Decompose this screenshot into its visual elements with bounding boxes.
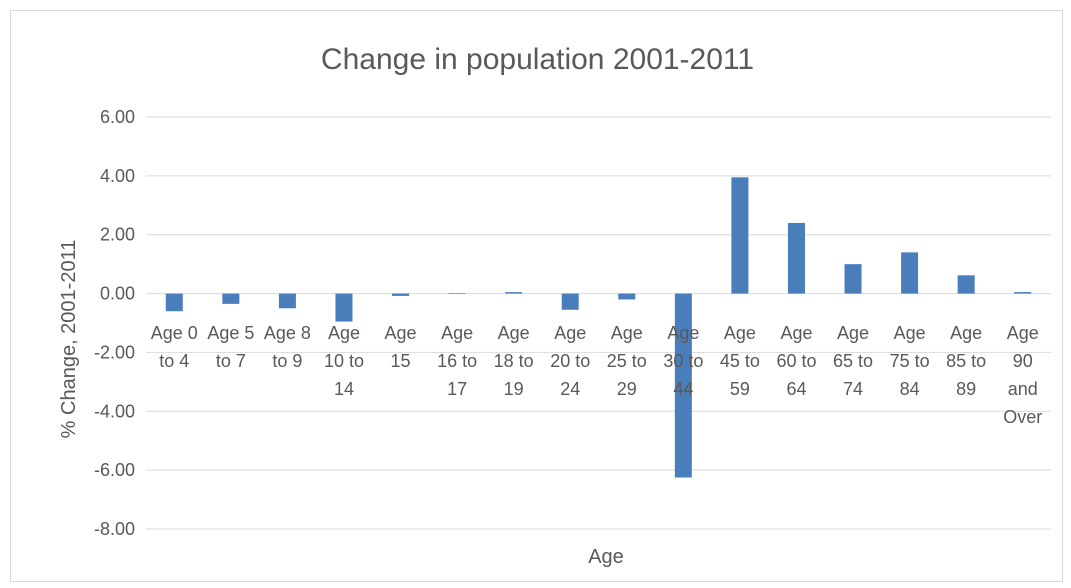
x-category-label: Age 90 and Over	[1003, 323, 1042, 427]
y-axis-label: % Change, 2001-2011	[58, 240, 80, 439]
y-axis-tick-labels: 6.00 4.00 2.00 0.00 -2.00 -4.00 -6.00 -8.00	[94, 107, 135, 539]
x-category-label-line: 20 to	[550, 351, 590, 371]
chart-title: Change in population 2001-2011	[321, 43, 754, 76]
x-category-label-line: 15	[391, 351, 411, 371]
bar-chart: Change in population 2001-2011 6.00 4.00 2…	[58, 43, 1051, 568]
x-category-label: Age 8 to 9	[264, 323, 311, 371]
x-category-label-line: 30 to	[663, 351, 703, 371]
x-category-label-line: Age	[837, 323, 869, 343]
bar	[1014, 292, 1032, 294]
x-category-label: Age 45 to 59	[720, 323, 760, 399]
x-category-label: Age 16 to 17	[437, 323, 477, 399]
y-tick-label: 4.00	[100, 166, 135, 186]
bar	[505, 292, 523, 294]
bar	[448, 292, 466, 294]
bar	[731, 177, 749, 294]
x-category-label-line: 60 to	[776, 351, 816, 371]
chart-frame: Change in population 2001-2011 6.00 4.00 2…	[10, 10, 1063, 582]
bar	[844, 264, 862, 294]
x-category-label: Age 25 to 29	[607, 323, 647, 399]
x-category-label-line: to 4	[159, 351, 189, 371]
x-category-label: Age 15	[385, 323, 417, 371]
y-tick-label: -4.00	[94, 401, 135, 421]
bar	[561, 293, 579, 310]
x-category-label-line: Over	[1003, 407, 1042, 427]
bar	[901, 252, 919, 294]
x-category-label-line: 18 to	[494, 351, 534, 371]
x-category-label-line: 90	[1013, 351, 1033, 371]
y-tick-label: -8.00	[94, 519, 135, 539]
x-category-label-line: 84	[900, 379, 920, 399]
x-category-label-line: 10 to	[324, 351, 364, 371]
x-category-label: Age 75 to 84	[890, 323, 930, 399]
bar	[278, 293, 296, 309]
y-tick-label: -2.00	[94, 342, 135, 362]
y-tick-label: -6.00	[94, 460, 135, 480]
x-category-label-line: Age	[385, 323, 417, 343]
x-category-label-line: Age	[780, 323, 812, 343]
x-category-label-line: 16 to	[437, 351, 477, 371]
x-category-label-line: 74	[843, 379, 863, 399]
x-category-label-line: 24	[560, 379, 580, 399]
x-category-label-line: and	[1008, 379, 1038, 399]
y-tick-label: 6.00	[100, 107, 135, 127]
bar	[392, 293, 410, 296]
x-category-label: Age 10 to 14	[324, 323, 364, 399]
x-category-label-line: 85 to	[946, 351, 986, 371]
x-category-label-line: 65 to	[833, 351, 873, 371]
x-category-label: Age 18 to 19	[494, 323, 534, 399]
bar	[222, 293, 240, 304]
x-category-label-line: 14	[334, 379, 354, 399]
x-category-label: Age 30 to 44	[663, 323, 703, 399]
gridlines	[146, 116, 1051, 530]
x-category-label: Age 85 to 89	[946, 323, 986, 399]
x-category-label: Age 5 to 7	[207, 323, 254, 371]
x-category-label-line: 19	[504, 379, 524, 399]
x-category-label: Age 20 to 24	[550, 323, 590, 399]
x-category-label-line: Age	[554, 323, 586, 343]
x-category-label-line: Age	[441, 323, 473, 343]
x-category-label-line: Age 5	[207, 323, 254, 343]
x-category-label-line: Age	[950, 323, 982, 343]
bar	[165, 293, 183, 312]
x-category-label-line: 44	[673, 379, 693, 399]
x-category-label-line: Age	[667, 323, 699, 343]
y-tick-label: 2.00	[100, 225, 135, 245]
x-category-label-line: to 7	[216, 351, 246, 371]
x-category-label-line: 25 to	[607, 351, 647, 371]
x-category-label-line: 45 to	[720, 351, 760, 371]
x-axis-label: Age	[588, 546, 624, 568]
x-category-label-line: 89	[956, 379, 976, 399]
x-category-label-line: Age	[328, 323, 360, 343]
x-category-label-line: 64	[786, 379, 806, 399]
x-category-label-line: Age	[894, 323, 926, 343]
x-category-label-line: 17	[447, 379, 467, 399]
x-category-label-line: Age	[1007, 323, 1039, 343]
x-category-label-line: 29	[617, 379, 637, 399]
y-tick-label: 0.00	[100, 284, 135, 304]
bar	[957, 275, 975, 294]
x-category-label-line: Age	[498, 323, 530, 343]
bar	[674, 293, 692, 478]
bar	[618, 293, 636, 300]
bars	[165, 177, 1032, 478]
x-category-label-line: 59	[730, 379, 750, 399]
x-category-label-line: Age	[611, 323, 643, 343]
bar	[335, 293, 353, 322]
x-category-label: Age 65 to 74	[833, 323, 873, 399]
x-category-label: Age 60 to 64	[776, 323, 816, 399]
x-category-label: Age 0 to 4	[151, 323, 198, 371]
x-category-label-line: 75 to	[890, 351, 930, 371]
x-category-label-line: Age 8	[264, 323, 311, 343]
x-category-label-line: Age	[724, 323, 756, 343]
x-category-label-line: Age 0	[151, 323, 198, 343]
bar	[787, 222, 805, 294]
x-category-label-line: to 9	[272, 351, 302, 371]
